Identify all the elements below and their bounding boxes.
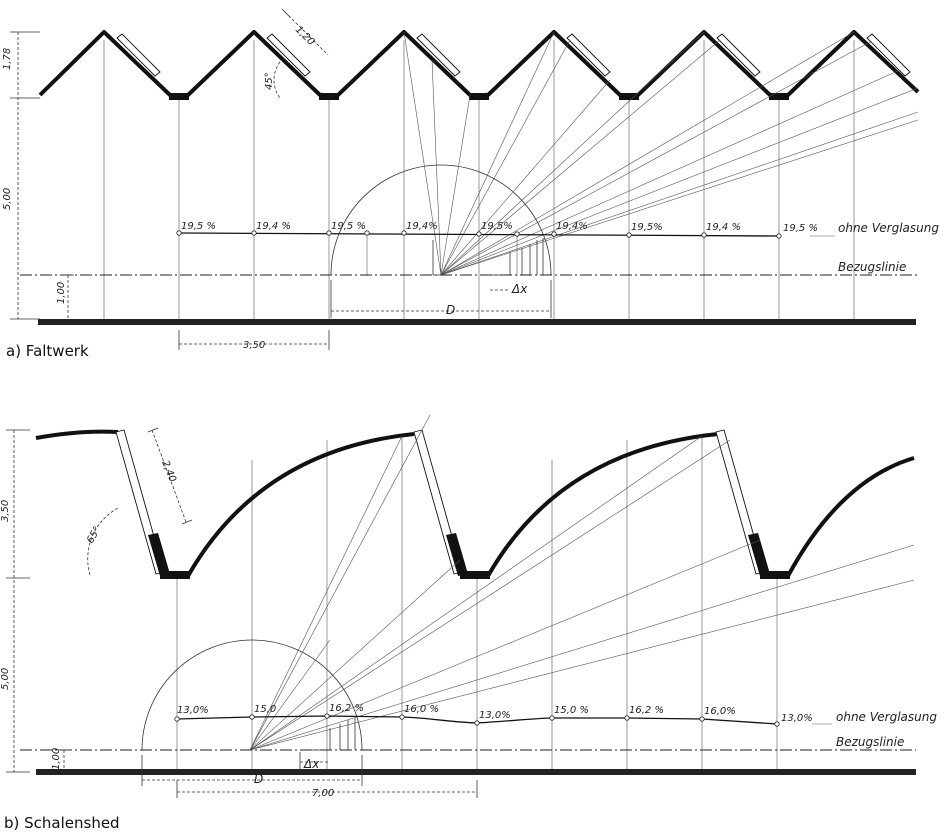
section-b-glazing [115,429,770,576]
section-b-projections [300,718,356,751]
a-dim-178: 1,78 [2,48,13,70]
section-b-value-line [176,715,778,725]
section-a-rays [403,31,919,276]
section-a-glazing [116,33,911,77]
b-value-3: 16,2 % [329,703,364,714]
b-value-2: 15,0 [254,704,276,715]
section-b-shells [35,429,915,577]
a-floor [38,319,916,325]
a-value-6: 19,4% [556,221,588,232]
section-b-d-dim: D Δx [141,752,363,786]
section-a-roof [38,30,920,97]
b-dim-panel: 2,40 [159,459,178,484]
section-a-value-labels: 19,5 % 19,4 % 19,5 % 19,4% 19,5% 19,4% 1… [181,221,818,234]
section-b-vertical-dims: 3,50 5,00 1,00 [0,429,70,773]
a-dx-label: Δx [511,282,528,296]
b-d-label: D [254,772,263,786]
a-d-label: D [446,303,455,317]
a-value-4: 19,4% [406,221,438,232]
b-value-5: 13,0% [479,710,511,721]
section-b-bay-dim: 7,00 [176,780,478,799]
a-dim-500: 5,00 [2,188,13,210]
b-dim-500: 5,00 [0,668,11,690]
section-a-d-dim: D Δx [330,280,552,318]
section-a-faltwerk: 19,5 % 19,4 % 19,5 % 19,4% 19,5% 19,4% 1… [2,8,939,360]
section-b-rays [249,414,915,751]
a-value-8: 19,4 % [706,222,741,233]
a-curve-label: ohne Verglasung [838,221,939,235]
b-value-1: 13,0% [177,705,209,716]
a-value-9: 19,5 % [783,223,818,234]
section-a-caption: a) Faltwerk [6,342,89,360]
a-value-1: 19,5 % [181,221,216,232]
b-dim-angle: 65° [85,525,103,546]
b-value-4: 16,0 % [404,704,439,715]
a-value-5: 19,5% [481,221,513,232]
b-value-6: 15,0 % [554,705,589,716]
b-value-9: 13,0% [781,713,813,724]
a-dim-angle: 45° [264,72,275,90]
section-b-caption: b) Schalenshed [4,814,120,832]
b-dx-label: Δx [303,757,320,771]
section-b-value-points [174,713,780,727]
b-dim-bay: 7,00 [312,788,334,799]
a-value-7: 19,5% [631,222,663,233]
section-a-semicircle [330,164,552,276]
section-a-verticals [103,40,855,320]
section-b-verticals [176,436,778,770]
b-dim-350: 3,50 [0,500,11,522]
a-dim-panel: 1,20 [293,24,317,48]
section-a-valleys [169,93,789,100]
b-value-8: 16,0% [704,706,736,717]
section-a-panel-dims: 1,20 45° [264,8,329,99]
section-a-value-points [176,230,782,239]
b-reference-label: Bezugslinie [836,735,904,749]
section-b-semicircle [141,639,363,751]
a-dim-100: 1,00 [56,282,67,304]
section-b-schalenshed: 13,0% 15,0 16,2 % 16,0 % 13,0% 15,0 % 16… [0,414,937,832]
b-curve-label: ohne Verglasung [836,710,937,724]
a-dim-bay: 3,50 [243,340,265,351]
section-b-valleys [160,571,790,579]
a-value-3: 19,5 % [331,221,366,232]
a-value-2: 19,4 % [256,221,291,232]
b-value-7: 16,2 % [629,705,664,716]
section-a-bay-dim: 3,50 [178,330,330,351]
a-reference-label: Bezugslinie [838,260,906,274]
section-b-value-labels: 13,0% 15,0 16,2 % 16,0 % 13,0% 15,0 % 16… [177,703,813,724]
b-dim-100: 1,00 [51,748,62,770]
section-a-vertical-dims: 1,78 5,00 1,00 [2,31,74,320]
b-floor [36,769,916,775]
